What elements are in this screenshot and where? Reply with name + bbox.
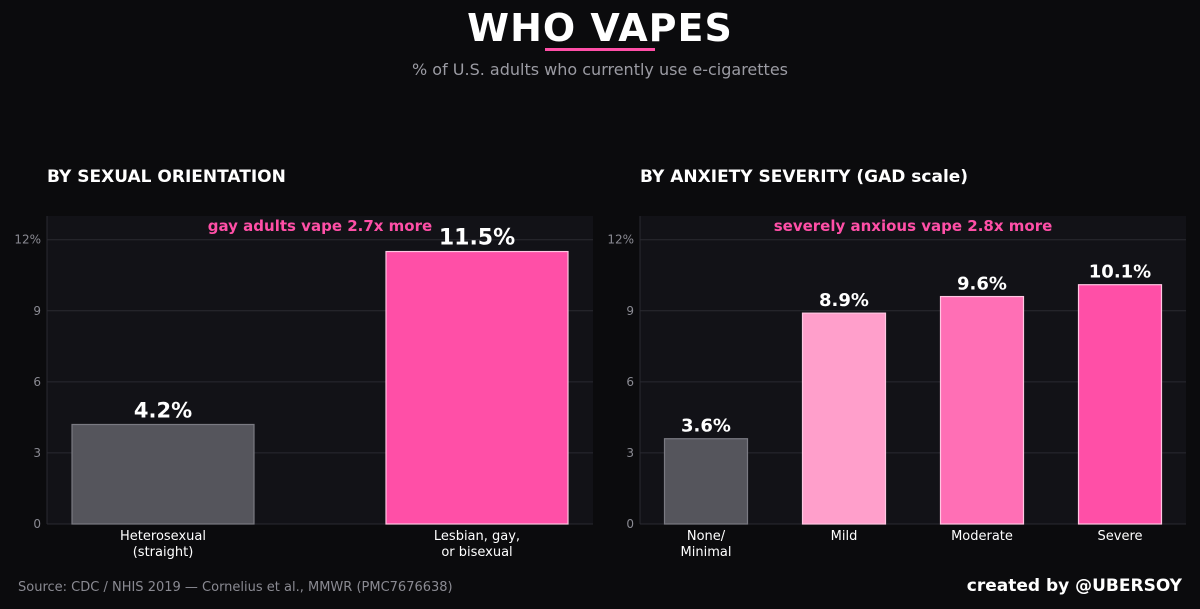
anxiety-value-label: 3.6%: [681, 416, 731, 437]
anxiety-y-tick-label: 6: [626, 375, 634, 389]
anxiety-bar-chart: 0 3 6 9 12% severely anxious vape 2.8x more 3.…: [607, 216, 1186, 560]
chart-title-anxiety: BY ANXIETY SEVERITY (GAD scale): [640, 167, 969, 187]
orientation-value-label: 4.2%: [134, 398, 192, 422]
page-subtitle: % of U.S. adults who currently use e-cig…: [411, 60, 788, 79]
anxiety-bar: [801, 312, 887, 525]
anxiety-value-label: 10.1%: [1089, 262, 1151, 283]
anxiety-category-label: Severe: [1098, 529, 1143, 544]
orientation-y-tick-label: 12%: [14, 233, 41, 247]
title-underline: [545, 48, 655, 51]
anxiety-bar: [1077, 284, 1163, 525]
credit-label: created by @UBERSOY: [966, 576, 1182, 596]
orientation-bar: [71, 423, 255, 525]
anxiety-value-label: 8.9%: [819, 290, 869, 311]
anxiety-y-tick-label: 12%: [607, 233, 634, 247]
chart-title-orientation: BY SEXUAL ORIENTATION: [47, 167, 286, 187]
anxiety-category-label: None/Minimal: [681, 529, 732, 560]
anxiety-bar: [663, 438, 749, 525]
orientation-bar: [385, 250, 569, 525]
anxiety-y-tick-label: 0: [626, 517, 634, 531]
orientation-y-tick-label: 0: [33, 517, 41, 531]
orientation-y-tick-label: 6: [33, 375, 41, 389]
orientation-bar-chart: 0 3 6 9 12% gay adults vape 2.7x more 4.2% Hete…: [14, 216, 593, 560]
orientation-y-tick-label: 9: [33, 304, 41, 318]
anxiety-category-label: Moderate: [951, 529, 1013, 544]
anxiety-value-label: 9.6%: [957, 274, 1007, 295]
orientation-category-label: Lesbian, gay, or bisexual: [434, 529, 520, 560]
orientation-category-label: Heterosexual (straight): [120, 529, 206, 560]
anxiety-annotation: severely anxious vape 2.8x more: [774, 217, 1053, 235]
anxiety-y-tick-label: 3: [626, 446, 634, 460]
page-title: WHO VAPES: [467, 6, 733, 50]
anxiety-bar: [939, 295, 1025, 525]
anxiety-y-tick-label: 9: [626, 304, 634, 318]
orientation-annotation: gay adults vape 2.7x more: [208, 217, 432, 235]
anxiety-category-label: Mild: [831, 529, 858, 544]
source-note: Source: CDC / NHIS 2019 — Cornelius et a…: [18, 580, 453, 595]
orientation-y-tick-label: 3: [33, 446, 41, 460]
orientation-value-label: 11.5%: [439, 226, 515, 251]
